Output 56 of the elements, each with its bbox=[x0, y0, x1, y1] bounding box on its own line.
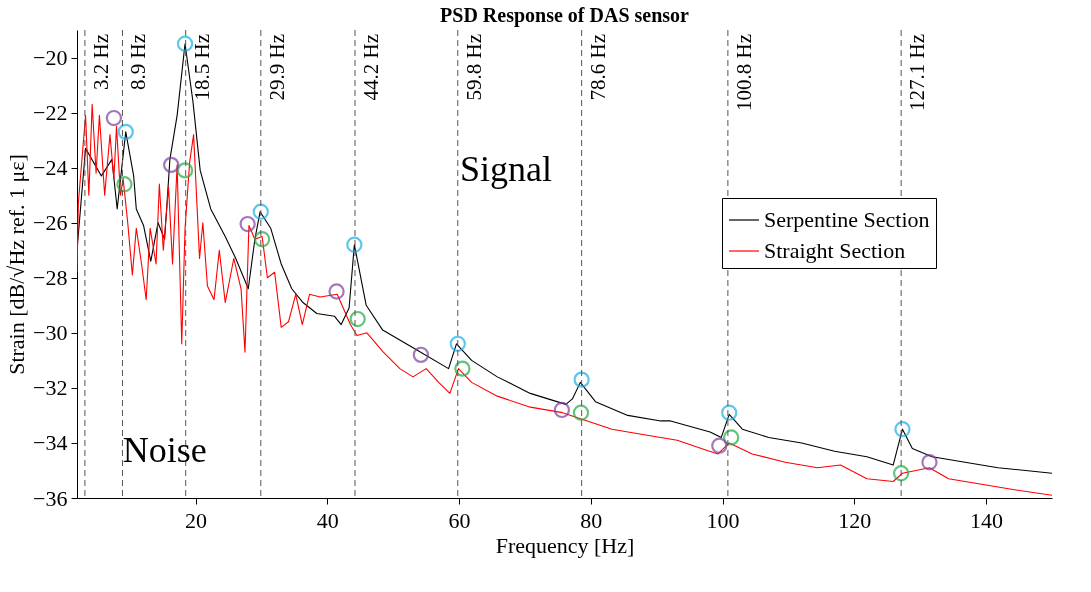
point bbox=[105, 109, 123, 127]
x-tick-label: 140 bbox=[970, 507, 1004, 533]
point bbox=[892, 465, 910, 482]
point bbox=[723, 429, 740, 446]
x-tick-label: 80 bbox=[580, 507, 603, 533]
point bbox=[176, 162, 194, 179]
point bbox=[721, 404, 738, 421]
y-tick-label: −34 bbox=[33, 430, 68, 456]
y-tick-label: −30 bbox=[33, 320, 68, 346]
y-tick-label: −22 bbox=[33, 100, 68, 126]
ref-line-label: 100.8 Hz bbox=[731, 34, 756, 111]
point bbox=[349, 310, 366, 328]
annotation: Noise bbox=[122, 430, 207, 471]
point bbox=[572, 404, 590, 421]
point bbox=[116, 176, 133, 193]
y-tick-label: −32 bbox=[33, 375, 68, 401]
point bbox=[921, 454, 938, 471]
y-tick-label: −28 bbox=[33, 265, 68, 291]
point bbox=[176, 35, 194, 52]
x-tick-label: 40 bbox=[316, 507, 339, 533]
x-tick-label: 60 bbox=[448, 507, 471, 533]
point bbox=[454, 360, 471, 377]
y-tick-label: −36 bbox=[33, 485, 68, 511]
ref-line-label: 78.6 Hz bbox=[585, 34, 610, 101]
point bbox=[328, 283, 345, 300]
point bbox=[252, 203, 269, 220]
y-tick-label: −26 bbox=[33, 210, 68, 236]
x-tick-label: 100 bbox=[706, 507, 740, 533]
point bbox=[253, 231, 271, 248]
point bbox=[449, 335, 466, 352]
ref-line-label: 18.5 Hz bbox=[189, 34, 214, 101]
legend-label: Serpentine Section bbox=[764, 207, 930, 232]
point bbox=[711, 437, 728, 454]
point bbox=[163, 156, 180, 174]
ref-line-label: 127.1 Hz bbox=[905, 34, 930, 111]
ref-line-label: 44.2 Hz bbox=[359, 34, 384, 101]
y-tick-label: −24 bbox=[33, 155, 68, 181]
y-tick-label: −20 bbox=[33, 45, 68, 71]
point bbox=[894, 421, 911, 438]
chart-title: PSD Response of DAS sensor bbox=[440, 3, 690, 27]
point bbox=[553, 401, 571, 419]
ref-line-label: 59.8 Hz bbox=[461, 34, 486, 101]
x-tick-label: 20 bbox=[185, 507, 208, 533]
ref-line-label: 29.9 Hz bbox=[264, 34, 289, 101]
point bbox=[573, 371, 590, 388]
y-axis-title: Strain [dB/√Hz ref. 1 με] bbox=[4, 154, 30, 375]
point bbox=[412, 346, 430, 363]
point bbox=[117, 123, 134, 141]
ref-line-label: 8.9 Hz bbox=[126, 34, 151, 90]
x-tick-label: 120 bbox=[838, 507, 872, 533]
legend-label: Straight Section bbox=[764, 238, 906, 263]
point bbox=[239, 215, 256, 233]
x-axis-title: Frequency [Hz] bbox=[495, 532, 635, 558]
ref-line-label: 3.2 Hz bbox=[88, 34, 113, 90]
point bbox=[346, 236, 363, 253]
annotation: Signal bbox=[459, 149, 553, 190]
